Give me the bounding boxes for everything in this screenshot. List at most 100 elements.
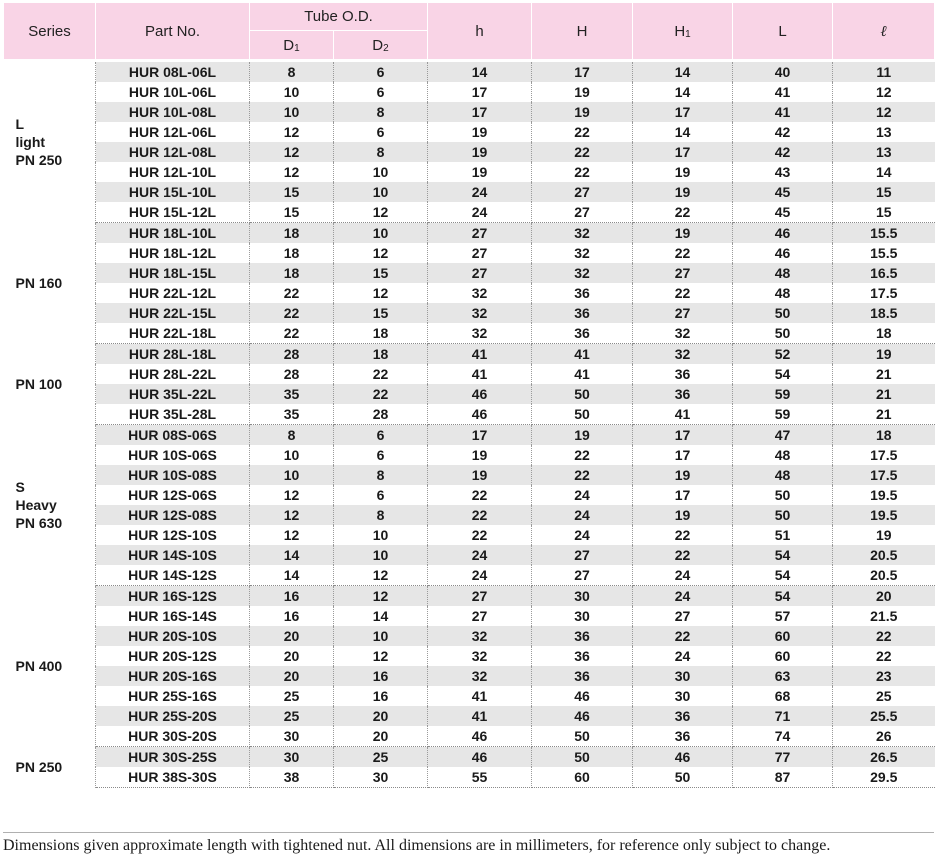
cell-L: 68 (732, 686, 834, 706)
cell-d1: 18 (249, 222, 334, 243)
cell-L: 54 (732, 364, 834, 384)
cell-d2: 10 (332, 162, 429, 182)
table-row: HUR 12L-06L 12 6 19 22 14 42 13 (4, 122, 935, 142)
cell-d2: 12 (332, 243, 429, 263)
cell-ell: 25.5 (832, 706, 935, 726)
cell-H1: 22 (632, 545, 734, 565)
cell-ell: 18 (832, 424, 935, 445)
header-d1-subscript: 1 (294, 42, 300, 54)
header-h: h (427, 3, 533, 59)
cell-L: 59 (732, 384, 834, 404)
cell-part-no: HUR 20S-12S (95, 646, 250, 666)
cell-h: 14 (427, 62, 533, 82)
cell-ell: 13 (832, 122, 935, 142)
cell-d2: 14 (332, 606, 429, 626)
cell-H1: 27 (632, 606, 734, 626)
cell-H: 46 (531, 686, 634, 706)
cell-d2: 8 (332, 102, 429, 122)
cell-d1: 12 (249, 162, 334, 182)
cell-part-no: HUR 12S-10S (95, 525, 250, 545)
cell-d1: 20 (249, 646, 334, 666)
cell-d1: 12 (249, 505, 334, 525)
header-tube-od: Tube O.D. (248, 3, 429, 31)
cell-d1: 28 (249, 343, 334, 364)
cell-h: 17 (427, 424, 533, 445)
cell-L: 52 (732, 343, 834, 364)
table-row: HUR 14S-10S 14 10 24 27 22 54 20.5 (4, 545, 935, 565)
cell-d1: 8 (249, 62, 334, 82)
cell-L: 54 (732, 585, 834, 606)
table-row: HUR 10L-08L 10 8 17 19 17 41 12 (4, 102, 935, 122)
cell-ell: 25 (832, 686, 935, 706)
cell-H1: 14 (632, 122, 734, 142)
cell-part-no: HUR 38S-30S (95, 767, 250, 788)
cell-L: 74 (732, 726, 834, 747)
cell-d1: 10 (249, 82, 334, 102)
cell-ell: 16.5 (832, 263, 935, 283)
cell-L: 46 (732, 243, 834, 263)
table-row: HUR 38S-30S 38 30 55 60 50 87 29.5 (4, 767, 935, 788)
cell-H1: 30 (632, 666, 734, 686)
table-row: HUR 22L-15L 22 15 32 36 27 50 18.5 (4, 303, 935, 323)
cell-H: 36 (531, 666, 634, 686)
cell-d1: 25 (249, 706, 334, 726)
cell-d2: 12 (332, 585, 429, 606)
cell-d2: 20 (332, 726, 429, 747)
cell-h: 24 (427, 565, 533, 586)
cell-d2: 12 (332, 283, 429, 303)
cell-h: 46 (427, 726, 533, 747)
cell-L: 77 (732, 746, 834, 767)
cell-d2: 28 (332, 404, 429, 425)
header-d1: D1 (249, 30, 334, 59)
series-label-line: PN 400 (15, 658, 63, 674)
cell-d1: 20 (249, 666, 334, 686)
cell-h: 46 (427, 746, 533, 767)
table-row: PN 400 HUR 16S-12S 16 12 27 30 24 54 20 (3, 585, 935, 747)
table-row: HUR 20S-16S 20 16 32 36 30 63 23 (4, 666, 935, 686)
cell-ell: 18.5 (832, 303, 935, 323)
series-label-line: PN 160 (15, 275, 63, 291)
table-row: HUR 10S-08S 10 8 19 22 19 48 17.5 (4, 465, 935, 485)
cell-h: 32 (427, 303, 533, 323)
table-row: PN 160 HUR 18L-10L 18 10 27 32 19 46 15.5 (3, 222, 935, 344)
table-row: HUR 25S-20S 25 20 41 46 36 71 25.5 (4, 706, 935, 726)
table-row: HUR 25S-16S 25 16 41 46 30 68 25 (4, 686, 935, 706)
cell-L: 50 (732, 303, 834, 323)
table-row: HUR 15L-12L 15 12 24 27 22 45 15 (4, 202, 935, 223)
cell-part-no: HUR 28L-22L (95, 364, 250, 384)
series-cell: PN 250 (3, 746, 96, 788)
cell-d2: 12 (332, 565, 429, 586)
cell-ell: 12 (832, 82, 935, 102)
cell-H: 19 (531, 424, 634, 445)
header-H1-label: H (674, 22, 686, 40)
cell-H1: 19 (632, 505, 734, 525)
cell-H1: 41 (632, 404, 734, 425)
table-row: HUR 12S-06S 12 6 22 24 17 50 19.5 (4, 485, 935, 505)
cell-part-no: HUR 25S-20S (95, 706, 250, 726)
cell-H: 24 (531, 505, 634, 525)
cell-H1: 32 (632, 323, 734, 344)
cell-d2: 25 (332, 746, 429, 767)
cell-d1: 18 (249, 243, 334, 263)
footnote: Dimensions given approximate length with… (3, 832, 934, 855)
cell-h: 55 (427, 767, 533, 788)
cell-part-no: HUR 20S-10S (95, 626, 250, 646)
cell-d2: 6 (332, 485, 429, 505)
cell-L: 60 (732, 646, 834, 666)
cell-H: 24 (531, 485, 634, 505)
table-row: PN 250 HUR 30S-25S 30 25 46 50 46 77 26.5 (3, 746, 935, 788)
cell-L: 87 (732, 767, 834, 788)
cell-part-no: HUR 10S-06S (95, 445, 250, 465)
cell-H1: 36 (632, 364, 734, 384)
cell-H: 41 (531, 343, 634, 364)
cell-L: 63 (732, 666, 834, 686)
header-series: Series (3, 3, 96, 59)
cell-part-no: HUR 08S-06S (95, 424, 250, 445)
cell-part-no: HUR 20S-16S (95, 666, 250, 686)
cell-H1: 22 (632, 202, 734, 223)
table-row: S Heavy PN 630 HUR 08S-06S 8 6 17 19 17 47 18 (3, 424, 935, 586)
cell-part-no: HUR 10L-08L (95, 102, 250, 122)
cell-H: 60 (531, 767, 634, 788)
cell-part-no: HUR 18L-15L (95, 263, 250, 283)
header-part-no: Part No. (95, 3, 250, 59)
